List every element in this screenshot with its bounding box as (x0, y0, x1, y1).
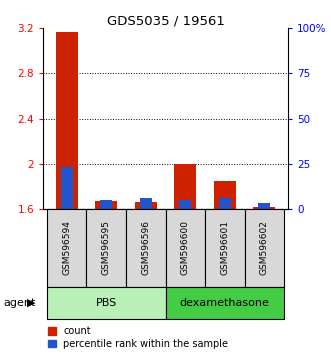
Bar (56, 32, 77, 209)
Bar (179, 200, 191, 209)
Text: GSM596600: GSM596600 (181, 220, 190, 275)
Text: GSM596594: GSM596594 (62, 220, 71, 275)
Bar (219, 198, 231, 209)
Text: GSM596602: GSM596602 (260, 220, 269, 275)
Bar (95, 201, 117, 209)
Text: agent: agent (3, 298, 36, 308)
Text: GSM596596: GSM596596 (141, 220, 150, 275)
Bar (140, 198, 152, 209)
Bar (61, 167, 73, 209)
Legend: count, percentile rank within the sample: count, percentile rank within the sample (48, 326, 228, 349)
Bar (135, 202, 157, 209)
Text: PBS: PBS (96, 298, 117, 308)
Bar (174, 164, 196, 209)
Text: GSM596601: GSM596601 (220, 220, 229, 275)
Bar (214, 181, 236, 209)
Bar (254, 207, 275, 209)
Bar (100, 200, 112, 209)
Text: ▶: ▶ (27, 298, 36, 308)
Text: GSM596595: GSM596595 (102, 220, 111, 275)
Bar (258, 204, 270, 209)
Text: dexamethasone: dexamethasone (180, 298, 270, 308)
Title: GDS5035 / 19561: GDS5035 / 19561 (107, 14, 224, 27)
